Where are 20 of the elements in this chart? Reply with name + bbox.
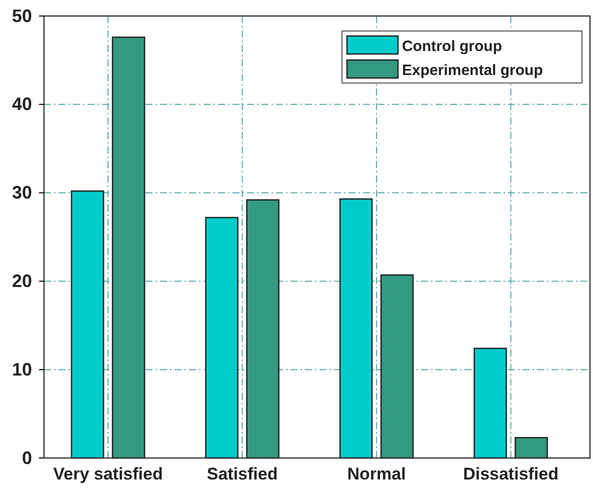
legend-label: Experimental group bbox=[402, 62, 543, 79]
x-tick-label: Dissatisfied bbox=[463, 464, 559, 484]
y-tick-label: 50 bbox=[12, 6, 32, 26]
bar bbox=[246, 199, 280, 459]
bar bbox=[112, 36, 146, 459]
y-tick-label: 20 bbox=[12, 270, 32, 291]
bar bbox=[70, 190, 104, 459]
bar bbox=[380, 274, 414, 459]
bar bbox=[339, 198, 373, 459]
y-tick-label: 10 bbox=[12, 359, 32, 380]
bar bbox=[205, 216, 238, 459]
y-tick-label: 40 bbox=[12, 94, 32, 114]
x-tick-label: Satisfied bbox=[206, 464, 278, 484]
y-tick-label: 30 bbox=[12, 182, 32, 203]
bar bbox=[474, 348, 507, 459]
legend-label: Control group bbox=[402, 38, 502, 55]
bar bbox=[514, 437, 548, 459]
x-tick-label: Very satisfied bbox=[53, 464, 163, 484]
x-tick-label: Normal bbox=[347, 464, 406, 484]
y-tick-label: 0 bbox=[22, 448, 32, 468]
